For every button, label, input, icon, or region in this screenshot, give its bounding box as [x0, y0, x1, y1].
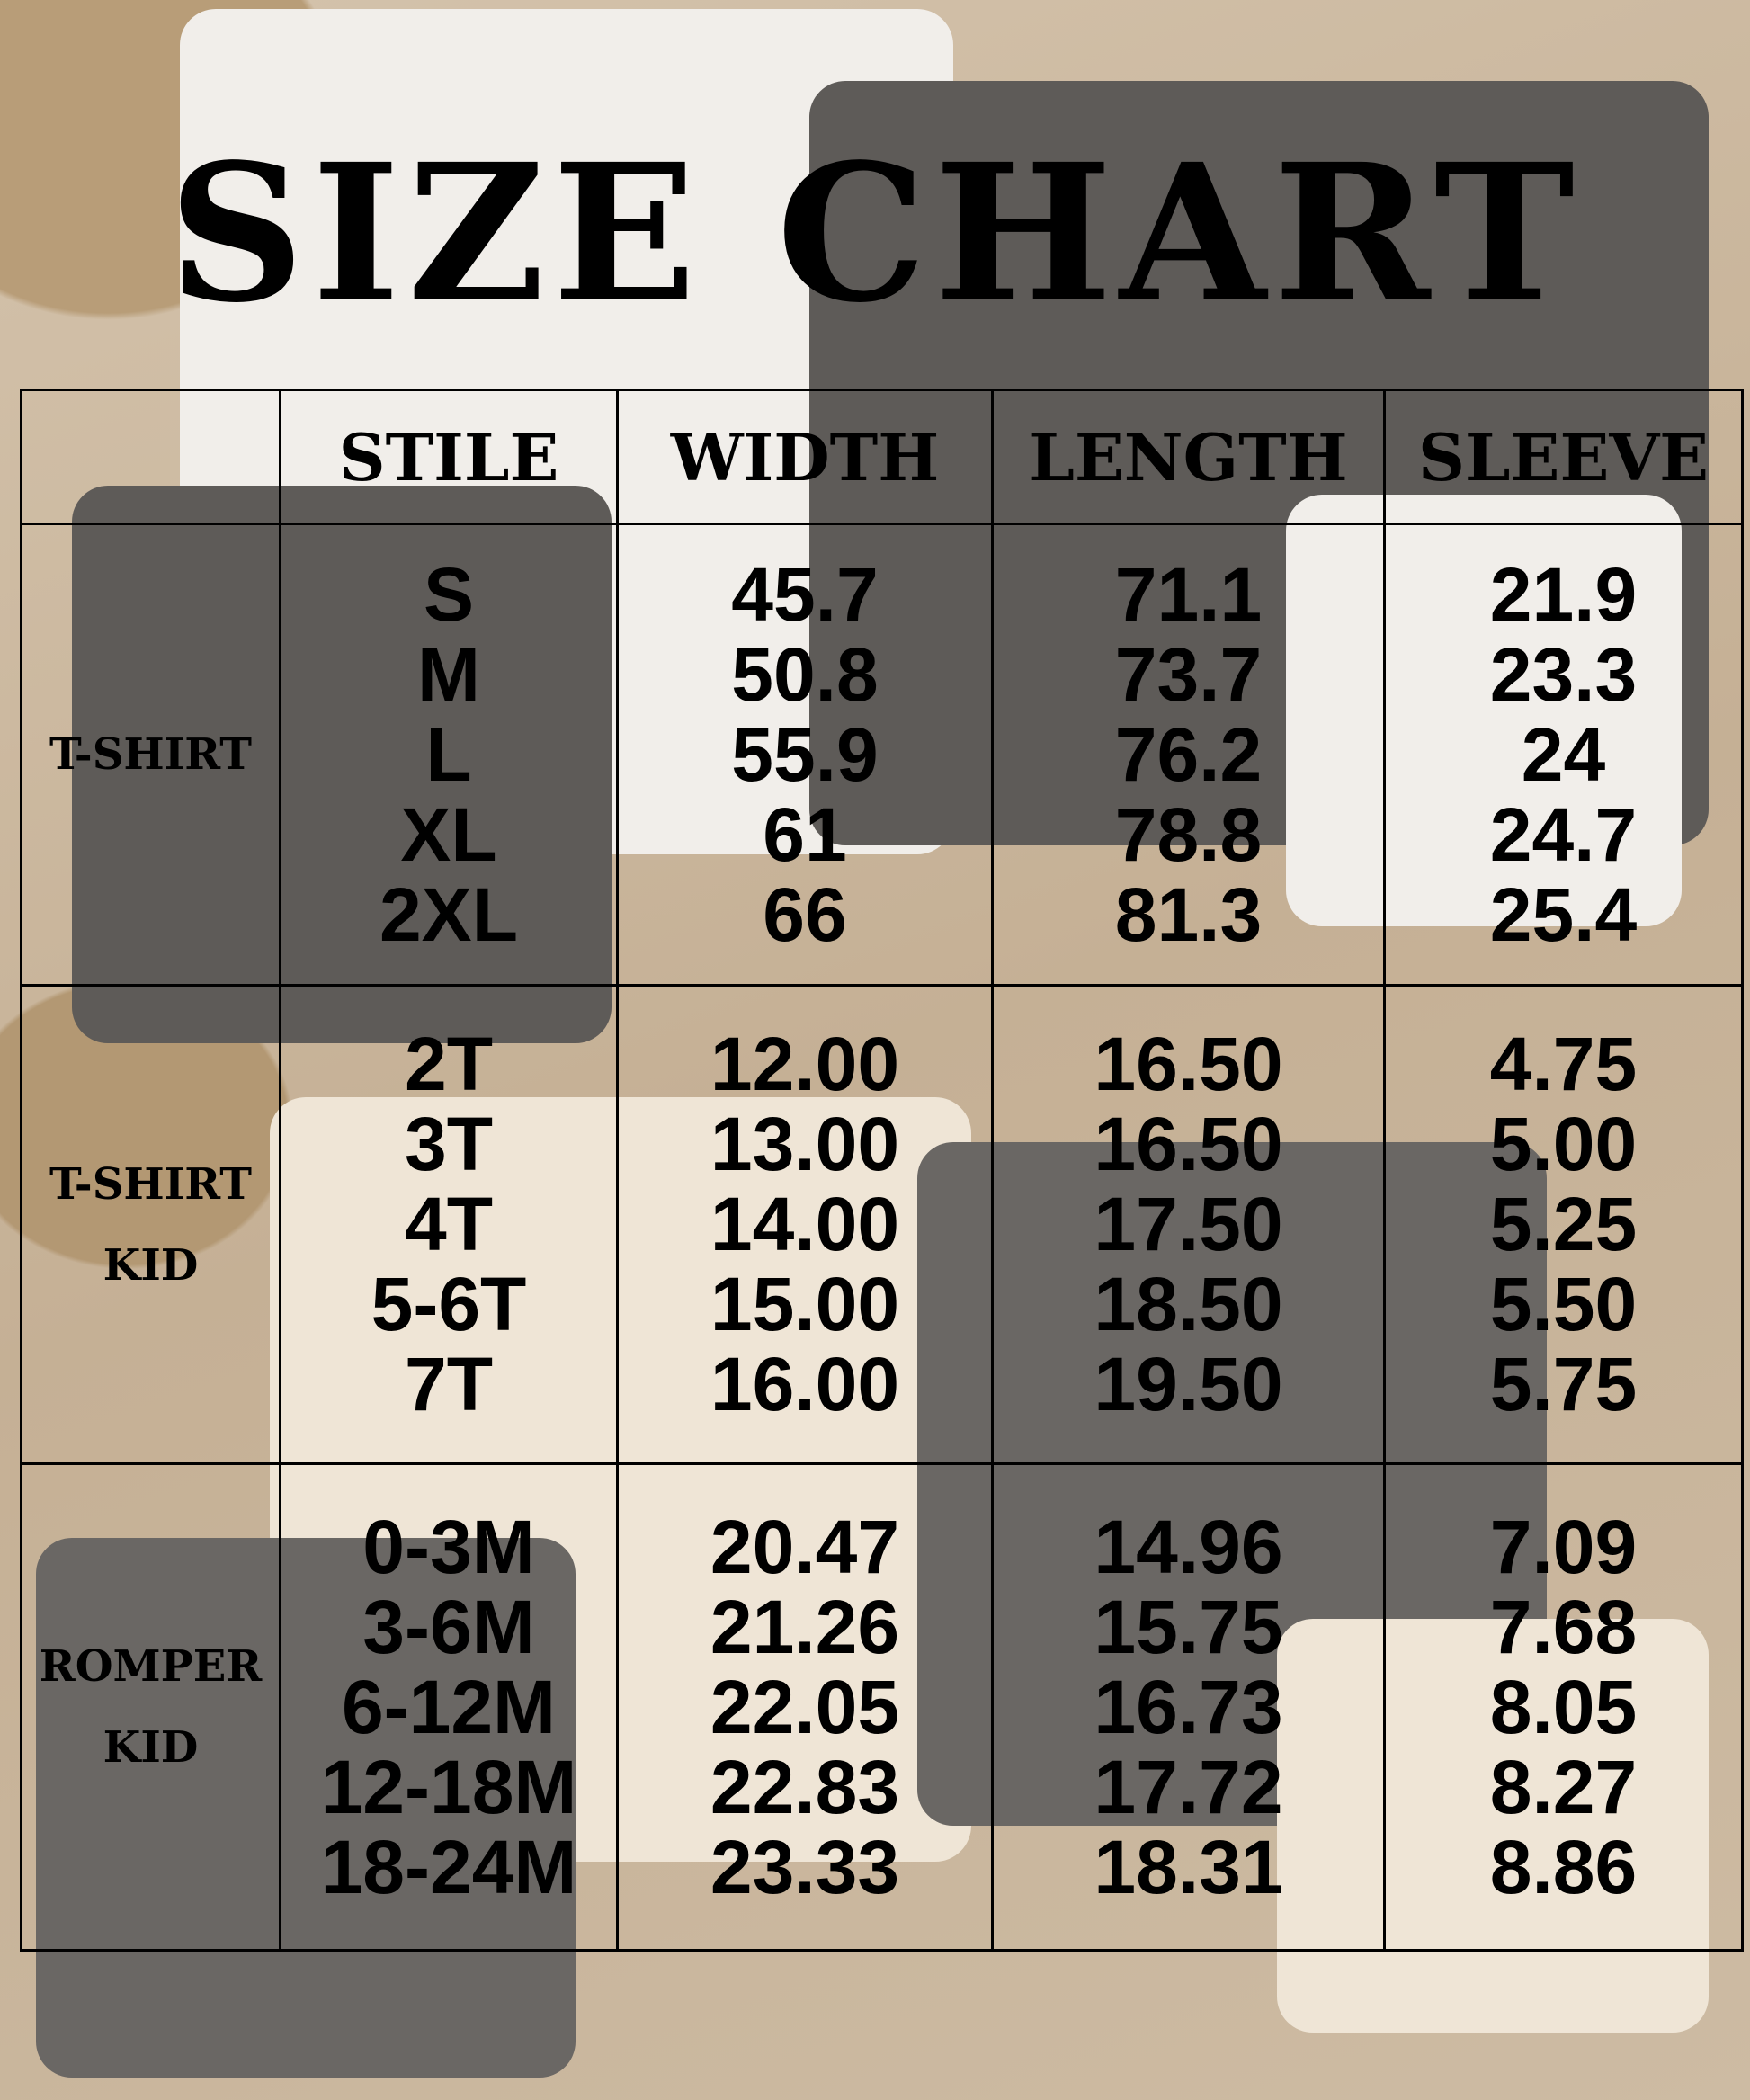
section-row: T-SHIRT KID 2T 3T 4T 5-6T 7T 12.00 13.00 14.00 15.…: [20, 984, 1744, 1465]
sleeve-value: 8.05: [1489, 1664, 1638, 1749]
sleeve-value: 5.25: [1489, 1182, 1638, 1266]
sleeve-cell: 4.75 5.00 5.25 5.50 5.75: [1383, 984, 1744, 1465]
length-value: 16.73: [1094, 1664, 1283, 1749]
width-value: 16.00: [710, 1342, 900, 1426]
sleeve-value: 7.09: [1489, 1504, 1638, 1589]
sleeve-value: 24.7: [1489, 791, 1638, 877]
stile-value: XL: [400, 791, 497, 877]
width-value: 66: [763, 871, 847, 957]
category-label: KID: [103, 1239, 199, 1291]
sleeve-value: 5.00: [1489, 1102, 1638, 1186]
length-cell: 16.50 16.50 17.50 18.50 19.50: [991, 984, 1386, 1465]
header-sleeve: SLEEVE: [1383, 389, 1744, 525]
width-value: 12.00: [710, 1022, 900, 1106]
width-value: 61: [763, 791, 847, 877]
stile-value: 6-12M: [341, 1664, 557, 1749]
stile-value: 7T: [404, 1342, 494, 1426]
length-value: 78.8: [1114, 791, 1263, 877]
width-value: 20.47: [710, 1504, 900, 1589]
category-cell: T-SHIRT: [20, 523, 281, 987]
length-value: 76.2: [1114, 711, 1263, 797]
stile-cell: S M L XL 2XL: [279, 523, 619, 987]
sleeve-value: 25.4: [1489, 871, 1638, 957]
width-value: 21.26: [710, 1584, 900, 1669]
category-cell: ROMPER KID: [20, 1462, 281, 1952]
sleeve-value: 5.75: [1489, 1342, 1638, 1426]
stile-value: 2T: [404, 1022, 494, 1106]
width-value: 23.33: [710, 1824, 900, 1909]
width-cell: 45.7 50.8 55.9 61 66: [616, 523, 994, 987]
category-label: T-SHIRT: [49, 729, 252, 780]
length-value: 18.31: [1094, 1824, 1283, 1909]
corner-cell: [20, 389, 281, 525]
sleeve-value: 24: [1521, 711, 1606, 797]
length-value: 14.96: [1094, 1504, 1283, 1589]
length-value: 16.50: [1094, 1022, 1283, 1106]
sleeve-value: 21.9: [1489, 551, 1638, 637]
stile-value: 4T: [404, 1182, 494, 1266]
length-value: 71.1: [1114, 551, 1263, 637]
stile-value: 2XL: [379, 871, 519, 957]
section-row: ROMPER KID 0-3M 3-6M 6-12M 12-18M 18-24M 20.47 2…: [20, 1462, 1744, 1952]
length-value: 15.75: [1094, 1584, 1283, 1669]
stile-cell: 0-3M 3-6M 6-12M 12-18M 18-24M: [279, 1462, 619, 1952]
category-label: T-SHIRT: [49, 1158, 252, 1210]
category-label: KID: [103, 1722, 199, 1773]
length-value: 73.7: [1114, 631, 1263, 717]
width-value: 55.9: [731, 711, 879, 797]
category-cell: T-SHIRT KID: [20, 984, 281, 1465]
sleeve-value: 5.50: [1489, 1262, 1638, 1346]
stile-value: L: [425, 711, 472, 797]
length-value: 19.50: [1094, 1342, 1283, 1426]
width-value: 50.8: [731, 631, 879, 717]
size-table: STILE WIDTH LENGTH SLEEVE T-SHIRT S M L XL 2X…: [20, 389, 1744, 1952]
stile-value: 5-6T: [371, 1262, 527, 1346]
stile-value: 0-3M: [362, 1504, 535, 1589]
stile-value: 18-24M: [320, 1824, 577, 1909]
header-length: LENGTH: [991, 389, 1386, 525]
sleeve-value: 7.68: [1489, 1584, 1638, 1669]
length-value: 17.50: [1094, 1182, 1283, 1266]
length-value: 16.50: [1094, 1102, 1283, 1186]
stile-value: 3-6M: [362, 1584, 535, 1669]
header-width: WIDTH: [616, 389, 994, 525]
stile-cell: 2T 3T 4T 5-6T 7T: [279, 984, 619, 1465]
stile-value: S: [423, 551, 475, 637]
sleeve-cell: 21.9 23.3 24 24.7 25.4: [1383, 523, 1744, 987]
width-cell: 20.47 21.26 22.05 22.83 23.33: [616, 1462, 994, 1952]
sleeve-value: 23.3: [1489, 631, 1638, 717]
category-label: ROMPER: [39, 1641, 263, 1692]
width-value: 22.05: [710, 1664, 900, 1749]
sleeve-value: 4.75: [1489, 1022, 1638, 1106]
stile-value: 3T: [404, 1102, 494, 1186]
width-value: 13.00: [710, 1102, 900, 1186]
width-value: 22.83: [710, 1744, 900, 1829]
stile-value: M: [417, 631, 480, 717]
header-row: STILE WIDTH LENGTH SLEEVE: [20, 389, 1744, 525]
sleeve-cell: 7.09 7.68 8.05 8.27 8.86: [1383, 1462, 1744, 1952]
width-cell: 12.00 13.00 14.00 15.00 16.00: [616, 984, 994, 1465]
sleeve-value: 8.27: [1489, 1744, 1638, 1829]
length-value: 17.72: [1094, 1744, 1283, 1829]
sleeve-value: 8.86: [1489, 1824, 1638, 1909]
length-value: 81.3: [1114, 871, 1263, 957]
length-cell: 71.1 73.7 76.2 78.8 81.3: [991, 523, 1386, 987]
width-value: 15.00: [710, 1262, 900, 1346]
length-cell: 14.96 15.75 16.73 17.72 18.31: [991, 1462, 1386, 1952]
length-value: 18.50: [1094, 1262, 1283, 1346]
header-stile: STILE: [279, 389, 619, 525]
page-title: SIZE CHART: [168, 122, 1582, 344]
section-row: T-SHIRT S M L XL 2XL 45.7 50.8 55.9 61 66 71.1 73.7 7…: [20, 523, 1744, 987]
width-value: 14.00: [710, 1182, 900, 1266]
stile-value: 12-18M: [320, 1744, 577, 1829]
width-value: 45.7: [731, 551, 879, 637]
